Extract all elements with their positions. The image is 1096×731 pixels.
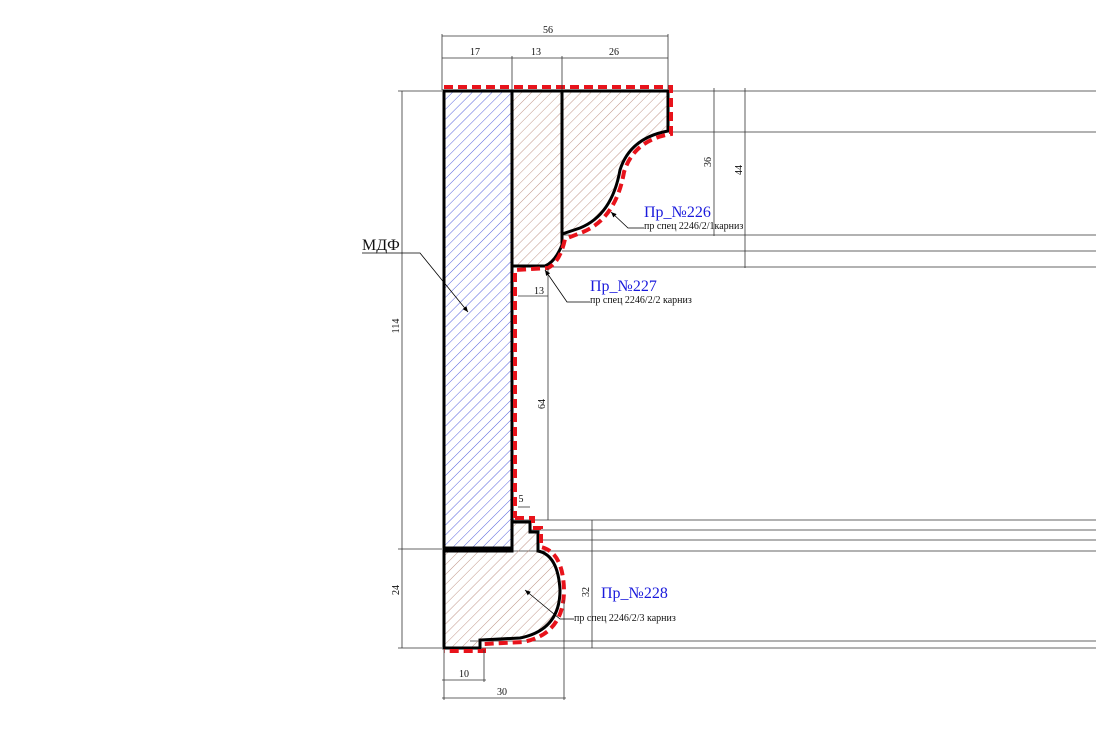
dim-right-44: 44 (734, 165, 745, 175)
dim-bottom-30: 30 (497, 687, 507, 698)
profile-228-name: Пр_№228 (601, 585, 668, 602)
dim-right-32: 32 (581, 587, 592, 597)
profile-227-spec: пр спец 2246/2/2 карниз (590, 295, 692, 306)
dim-left (398, 90, 442, 649)
dim-mid-13: 13 (534, 286, 544, 297)
dim-mid-64: 64 (537, 399, 548, 409)
mdf-board (442, 89, 514, 550)
dim-mid (518, 268, 549, 520)
dim-top-b: 13 (531, 47, 541, 58)
profile-228-shape (442, 520, 562, 650)
dim-left-24: 24 (391, 585, 402, 595)
profile-227-shape (510, 89, 564, 268)
dim-mid-5: 5 (519, 494, 524, 505)
profile-228-spec: пр спец 2246/2/3 карниз (574, 613, 676, 624)
profile-227-leader (544, 269, 590, 303)
dim-top (441, 34, 669, 90)
profile-226-name: Пр_№226 (644, 204, 711, 221)
mdf-leader (362, 252, 469, 313)
profile-226-leader (610, 211, 644, 229)
dim-top-c: 26 (609, 47, 619, 58)
profile-226-spec: пр спец 2246/2/1карниз (644, 221, 743, 232)
projection-lines (444, 90, 1096, 649)
profile-228-leader (524, 589, 574, 620)
dim-right-36: 36 (703, 157, 714, 167)
dim-left-114: 114 (391, 319, 402, 334)
mdf-label: МДФ (362, 237, 400, 254)
red-dashed-contour (444, 85, 673, 653)
dim-top-a: 17 (470, 47, 480, 58)
profile-227-name: Пр_№227 (590, 278, 657, 295)
dim-right (713, 88, 746, 268)
dim-bottom-10: 10 (459, 669, 469, 680)
profile-226-shape (560, 89, 670, 237)
dim-top-total: 56 (543, 25, 553, 36)
dim-bottom (442, 600, 566, 700)
